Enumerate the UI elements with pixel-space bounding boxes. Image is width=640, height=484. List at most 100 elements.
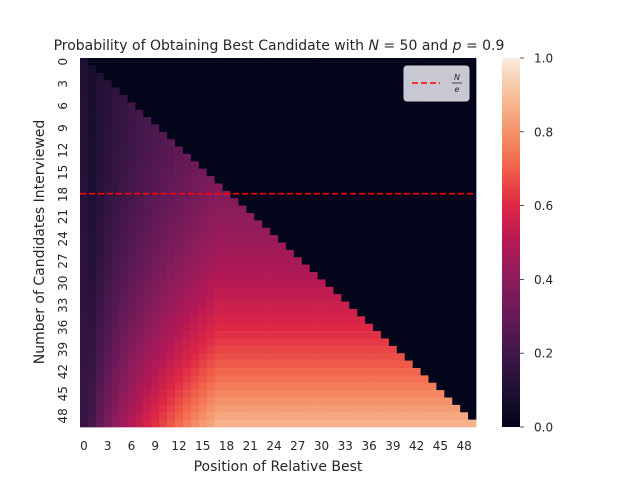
- heatmap-cell: [119, 102, 128, 111]
- heatmap-cell: [436, 308, 445, 317]
- heatmap-cell: [159, 375, 168, 384]
- heatmap-cell: [246, 176, 255, 184]
- heatmap-cell: [373, 345, 382, 354]
- heatmap-cell: [159, 242, 168, 251]
- heatmap-cell: [436, 272, 445, 280]
- y-tick-label: 39: [56, 342, 70, 357]
- heatmap-cell: [341, 382, 350, 391]
- heatmap-cell: [95, 301, 105, 310]
- heatmap-cell: [230, 375, 239, 384]
- heatmap-cell: [103, 153, 113, 162]
- heatmap-cell: [254, 146, 263, 155]
- heatmap-cell: [452, 308, 461, 317]
- heatmap-cell: [222, 404, 231, 413]
- heatmap-cell: [230, 183, 239, 192]
- heatmap-cell: [262, 360, 271, 369]
- heatmap-cell: [87, 80, 97, 88]
- heatmap-cell: [388, 205, 398, 214]
- heatmap-cell: [175, 272, 184, 280]
- heatmap-cell: [80, 345, 89, 354]
- heatmap-cell: [222, 146, 231, 155]
- heatmap-cell: [404, 316, 413, 325]
- heatmap-cell: [420, 360, 429, 369]
- heatmap-cell: [373, 272, 382, 280]
- heatmap-cell: [452, 279, 461, 288]
- heatmap-cell: [80, 301, 89, 310]
- heatmap-cell: [151, 316, 160, 325]
- heatmap-cell: [190, 301, 200, 310]
- heatmap-cell: [301, 367, 311, 376]
- heatmap-cell: [333, 242, 342, 251]
- heatmap-cell: [80, 353, 89, 361]
- heatmap-cell: [396, 301, 406, 310]
- heatmap-cell: [222, 220, 231, 229]
- heatmap-cell: [444, 323, 453, 332]
- heatmap-cell: [167, 220, 176, 229]
- heatmap-cell: [285, 397, 295, 406]
- heatmap-cell: [238, 286, 247, 295]
- heatmap-cell: [460, 286, 469, 295]
- heatmap-cell: [452, 382, 461, 391]
- heatmap-cell: [95, 117, 105, 125]
- heatmap-cell: [357, 212, 366, 221]
- heatmap-cell: [230, 286, 239, 295]
- heatmap-cell: [388, 353, 398, 361]
- heatmap-cell: [388, 316, 398, 325]
- heatmap-cell: [206, 87, 215, 96]
- heatmap-cell: [111, 301, 120, 310]
- heatmap-cell: [175, 249, 184, 258]
- heatmap-cell: [357, 131, 366, 140]
- x-tick-label: 48: [456, 439, 471, 453]
- heatmap-cell: [151, 109, 160, 118]
- heatmap-cell: [373, 308, 382, 317]
- heatmap-cell: [278, 360, 287, 369]
- heatmap-cell: [428, 168, 437, 177]
- heatmap-cell: [436, 353, 445, 361]
- heatmap-cell: [301, 205, 311, 214]
- heatmap-cell: [238, 161, 247, 170]
- heatmap-cell: [293, 404, 303, 413]
- heatmap-cell: [373, 205, 382, 214]
- heatmap-cell: [135, 404, 144, 413]
- heatmap-cell: [151, 212, 160, 221]
- heatmap-cell: [325, 176, 334, 184]
- heatmap-cell: [452, 338, 461, 347]
- heatmap-cell: [238, 153, 247, 162]
- heatmap-cell: [396, 286, 406, 295]
- heatmap-cell: [127, 212, 136, 221]
- heatmap-cell: [246, 316, 255, 325]
- heatmap-cell: [182, 375, 192, 384]
- heatmap-cell: [357, 294, 366, 302]
- heatmap-cell: [301, 72, 311, 81]
- heatmap-cell: [230, 242, 239, 251]
- heatmap-cell: [143, 375, 152, 384]
- heatmap-cell: [444, 397, 453, 406]
- heatmap-cells: [80, 58, 477, 428]
- heatmap-cell: [167, 72, 176, 81]
- heatmap-cell: [317, 264, 326, 273]
- heatmap-cell: [151, 168, 160, 177]
- heatmap-cell: [452, 412, 461, 420]
- heatmap-cell: [452, 316, 461, 325]
- heatmap-cell: [222, 168, 231, 177]
- heatmap-cell: [119, 176, 128, 184]
- heatmap-cell: [270, 190, 279, 199]
- heatmap-cell: [278, 331, 287, 339]
- heatmap-cell: [404, 124, 413, 133]
- heatmap-cell: [380, 301, 390, 310]
- heatmap-cell: [119, 242, 128, 251]
- heatmap-cell: [143, 80, 152, 88]
- heatmap-cell: [301, 308, 311, 317]
- heatmap-cell: [293, 131, 303, 140]
- heatmap-cell: [373, 360, 382, 369]
- heatmap-cell: [182, 382, 192, 391]
- heatmap-cell: [341, 375, 350, 384]
- heatmap-cell: [468, 308, 477, 317]
- heatmap-cell: [444, 316, 453, 325]
- heatmap-cell: [80, 94, 89, 103]
- heatmap-cell: [468, 117, 477, 125]
- heatmap-cell: [214, 139, 223, 147]
- heatmap-cell: [333, 279, 342, 288]
- heatmap-cell: [238, 338, 247, 347]
- heatmap-cell: [333, 294, 342, 302]
